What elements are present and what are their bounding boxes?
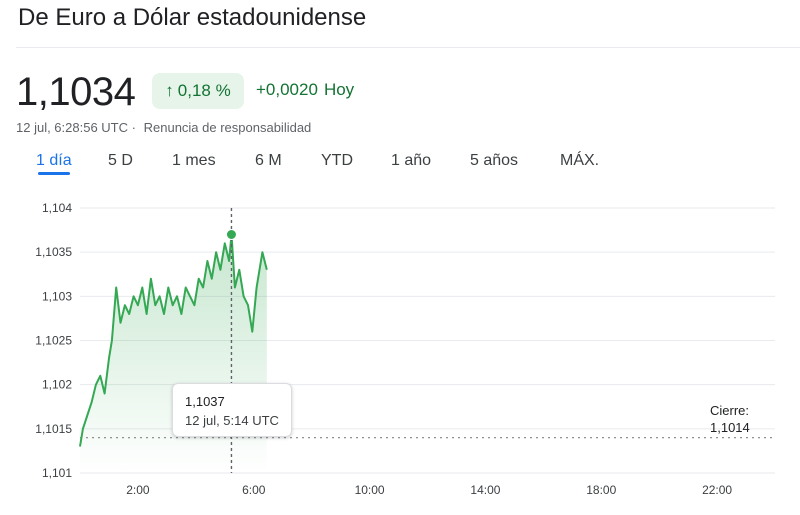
- disclaimer-link[interactable]: Renuncia de responsabilidad: [143, 120, 312, 135]
- y-tick-label: 1,1015: [35, 422, 72, 436]
- x-tick-label: 18:00: [586, 483, 616, 497]
- page-title: De Euro a Dólar estadounidense: [18, 4, 367, 31]
- tab-ytd[interactable]: YTD: [321, 152, 353, 169]
- previous-close-value: 1,1014: [710, 420, 750, 435]
- x-tick-label: 14:00: [470, 483, 500, 497]
- arrow-up-icon: ↑: [165, 81, 174, 100]
- tab-5-days[interactable]: 5 D: [108, 152, 133, 169]
- y-tick-label: 1,101: [42, 466, 72, 480]
- quote-timestamp: 12 jul, 6:28:56 UTC: [16, 120, 129, 135]
- x-tick-label: 2:00: [126, 483, 150, 497]
- tab-6-months[interactable]: 6 M: [255, 152, 282, 169]
- change-percent: 0,18 %: [177, 81, 231, 100]
- tooltip-value: 1,1037: [185, 394, 225, 409]
- y-tick-label: 1,103: [42, 289, 72, 303]
- meta-separator: ·: [131, 120, 136, 135]
- tab-5-years[interactable]: 5 años: [470, 152, 519, 169]
- change-period: Hoy: [323, 80, 355, 99]
- current-price: 1,1034: [16, 70, 136, 114]
- range-tabs: 1 día 5 D 1 mes 6 M YTD 1 año 5 años MÁX…: [0, 150, 800, 180]
- tab-1-month[interactable]: 1 mes: [172, 152, 216, 169]
- tooltip-time: 12 jul, 5:14 UTC: [185, 413, 279, 428]
- change-percent-badge: ↑ 0,18 %: [152, 73, 244, 109]
- y-tick-label: 1,104: [42, 201, 72, 215]
- change-value: +0,0020: [256, 80, 318, 99]
- x-tick-label: 10:00: [355, 483, 385, 497]
- y-tick-label: 1,1035: [35, 245, 72, 259]
- y-tick-label: 1,102: [42, 378, 72, 392]
- hover-point: [225, 229, 237, 240]
- active-tab-indicator: [38, 172, 70, 175]
- price-line: [79, 233, 268, 447]
- hover-tooltip: 1,1037 12 jul, 5:14 UTC: [172, 383, 292, 437]
- y-tick-label: 1,1025: [35, 334, 72, 348]
- previous-close-label: Cierre: 1,1014: [710, 402, 750, 436]
- header-divider: [16, 47, 800, 48]
- absolute-change: +0,0020 Hoy: [256, 80, 354, 100]
- previous-close-title: Cierre:: [710, 403, 750, 418]
- tab-1-year[interactable]: 1 año: [391, 152, 432, 169]
- x-tick-label: 6:00: [242, 483, 266, 497]
- x-tick-label: 22:00: [702, 483, 732, 497]
- tab-max[interactable]: MÁX.: [560, 152, 600, 169]
- quote-meta: 12 jul, 6:28:56 UTC · Renuncia de respon…: [16, 120, 311, 135]
- price-chart[interactable]: 1,101 1,1015 1,102 1,1025 1,103 1,1035 1,104 2:…: [0, 190, 800, 515]
- tab-1-day[interactable]: 1 día: [36, 152, 72, 169]
